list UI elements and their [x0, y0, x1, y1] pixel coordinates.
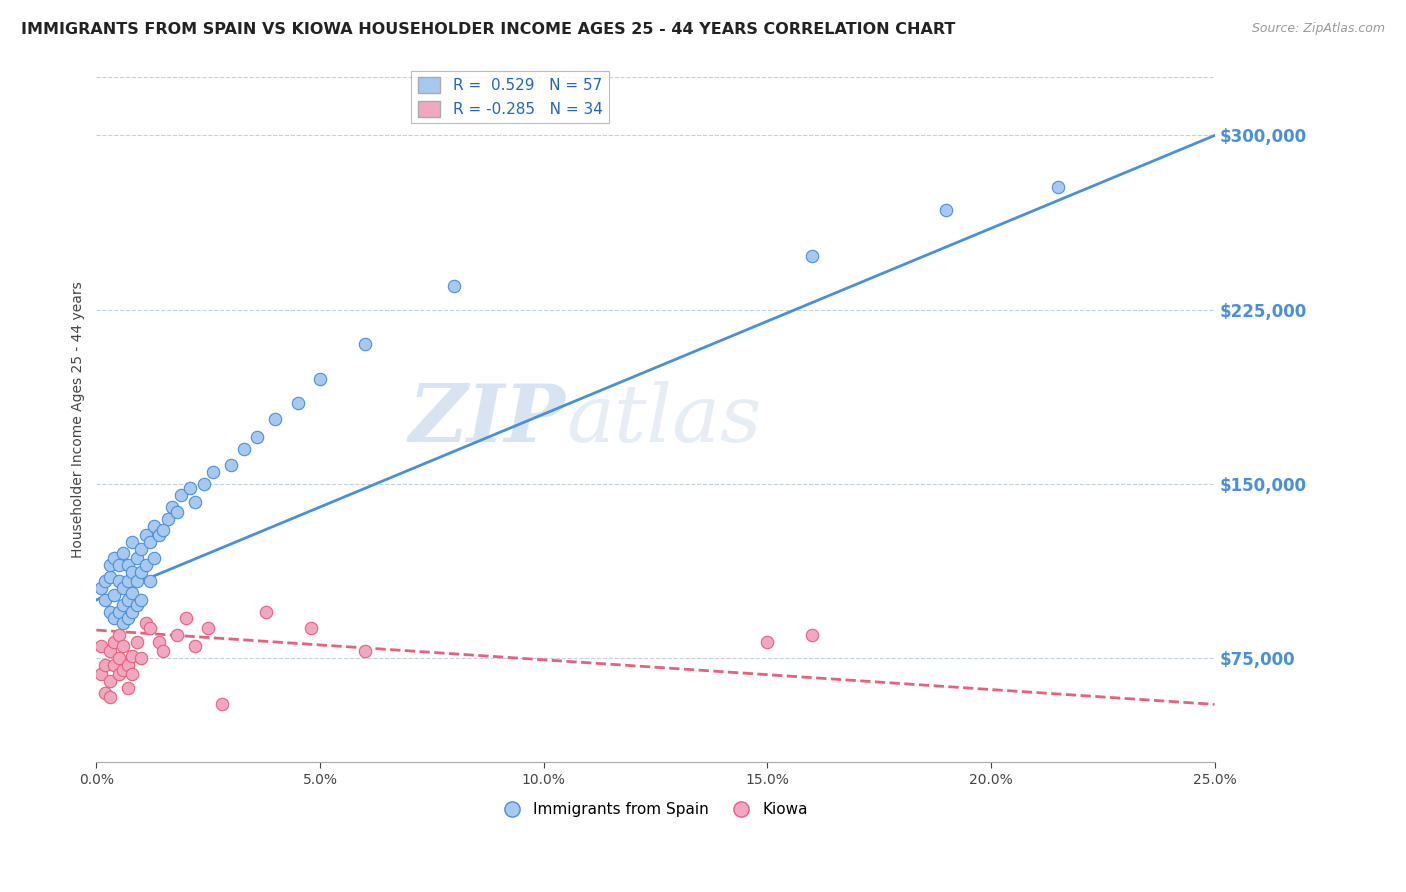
Point	[135, 528, 157, 542]
Point	[98, 690, 121, 705]
Point	[98, 644, 121, 658]
Point	[353, 644, 375, 658]
Point	[156, 511, 179, 525]
Point	[129, 565, 152, 579]
Point	[112, 546, 135, 560]
Point	[309, 372, 332, 386]
Point	[103, 657, 125, 672]
Point	[148, 528, 170, 542]
Point	[287, 395, 309, 409]
Point	[170, 488, 193, 502]
Point	[148, 634, 170, 648]
Point	[103, 611, 125, 625]
Point	[98, 569, 121, 583]
Point	[107, 667, 129, 681]
Point	[201, 465, 224, 479]
Point	[143, 518, 166, 533]
Point	[179, 482, 201, 496]
Text: IMMIGRANTS FROM SPAIN VS KIOWA HOUSEHOLDER INCOME AGES 25 - 44 YEARS CORRELATION: IMMIGRANTS FROM SPAIN VS KIOWA HOUSEHOLD…	[21, 22, 956, 37]
Point	[98, 605, 121, 619]
Point	[299, 621, 322, 635]
Point	[94, 593, 117, 607]
Point	[129, 651, 152, 665]
Point	[112, 598, 135, 612]
Point	[135, 558, 157, 572]
Point	[112, 663, 135, 677]
Point	[98, 558, 121, 572]
Point	[117, 657, 139, 672]
Point	[143, 551, 166, 566]
Point	[254, 605, 277, 619]
Point	[121, 667, 143, 681]
Point	[90, 582, 112, 596]
Legend: Immigrants from Spain, Kiowa: Immigrants from Spain, Kiowa	[496, 796, 814, 823]
Point	[139, 534, 162, 549]
Point	[107, 628, 129, 642]
Point	[103, 551, 125, 566]
Point	[211, 698, 233, 712]
Point	[152, 644, 174, 658]
Point	[219, 458, 242, 473]
Point	[129, 541, 152, 556]
Point	[98, 674, 121, 689]
Point	[112, 616, 135, 631]
Point	[125, 551, 148, 566]
Point	[112, 582, 135, 596]
Text: atlas: atlas	[567, 381, 762, 458]
Point	[121, 534, 143, 549]
Point	[107, 605, 129, 619]
Point	[90, 667, 112, 681]
Point	[129, 593, 152, 607]
Point	[107, 558, 129, 572]
Text: ZIP: ZIP	[409, 381, 567, 458]
Point	[193, 476, 215, 491]
Point	[135, 616, 157, 631]
Point	[184, 495, 207, 509]
Point	[121, 605, 143, 619]
Point	[935, 202, 957, 217]
Point	[107, 651, 129, 665]
Point	[117, 681, 139, 695]
Point	[117, 574, 139, 589]
Point	[233, 442, 256, 456]
Point	[353, 337, 375, 351]
Y-axis label: Householder Income Ages 25 - 44 years: Householder Income Ages 25 - 44 years	[72, 282, 86, 558]
Point	[121, 586, 143, 600]
Point	[121, 565, 143, 579]
Point	[94, 686, 117, 700]
Point	[162, 500, 184, 514]
Point	[1046, 179, 1069, 194]
Point	[246, 430, 269, 444]
Point	[103, 588, 125, 602]
Point	[117, 558, 139, 572]
Point	[174, 611, 197, 625]
Point	[103, 634, 125, 648]
Point	[756, 634, 779, 648]
Point	[125, 574, 148, 589]
Point	[264, 411, 287, 425]
Point	[166, 505, 188, 519]
Point	[166, 628, 188, 642]
Text: Source: ZipAtlas.com: Source: ZipAtlas.com	[1251, 22, 1385, 36]
Point	[94, 657, 117, 672]
Point	[125, 598, 148, 612]
Point	[121, 648, 143, 663]
Point	[152, 523, 174, 537]
Point	[117, 593, 139, 607]
Point	[139, 574, 162, 589]
Point	[107, 574, 129, 589]
Point	[94, 574, 117, 589]
Point	[184, 640, 207, 654]
Point	[139, 621, 162, 635]
Point	[125, 634, 148, 648]
Point	[117, 611, 139, 625]
Point	[197, 621, 219, 635]
Point	[801, 628, 824, 642]
Point	[443, 279, 465, 293]
Point	[112, 640, 135, 654]
Point	[801, 249, 824, 263]
Point	[90, 640, 112, 654]
